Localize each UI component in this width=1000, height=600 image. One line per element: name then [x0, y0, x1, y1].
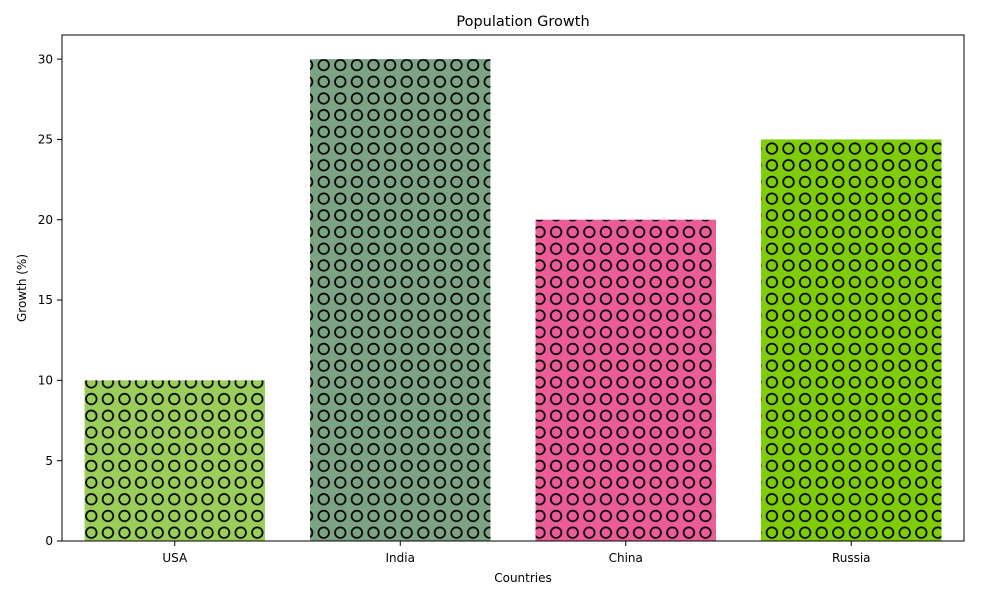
bar-india — [310, 59, 491, 541]
chart-title: Population Growth — [456, 14, 589, 30]
x-tick-label-china: China — [609, 551, 643, 565]
y-tick-label: 10 — [38, 374, 53, 388]
y-tick-label: 25 — [38, 133, 53, 147]
y-tick-label: 15 — [38, 293, 53, 307]
x-tick-label-russia: Russia — [832, 551, 871, 565]
x-axis-label: Countries — [494, 571, 552, 585]
bars — [84, 59, 942, 541]
axes: 0 5 10 15 20 25 30 USA India China Russia — [38, 34, 965, 565]
y-tick-label: 20 — [38, 213, 53, 227]
bar-usa — [84, 380, 265, 541]
y-tick-label: 5 — [45, 454, 53, 468]
y-axis-label: Growth (%) — [15, 254, 29, 322]
y-tick-label: 30 — [38, 52, 53, 66]
x-tick-label-usa: USA — [162, 551, 188, 565]
plot-frame — [61, 34, 965, 542]
y-tick-label: 0 — [45, 534, 53, 548]
x-tick-label-india: India — [386, 551, 415, 565]
bar-china — [535, 219, 716, 541]
bar-russia — [761, 139, 942, 541]
